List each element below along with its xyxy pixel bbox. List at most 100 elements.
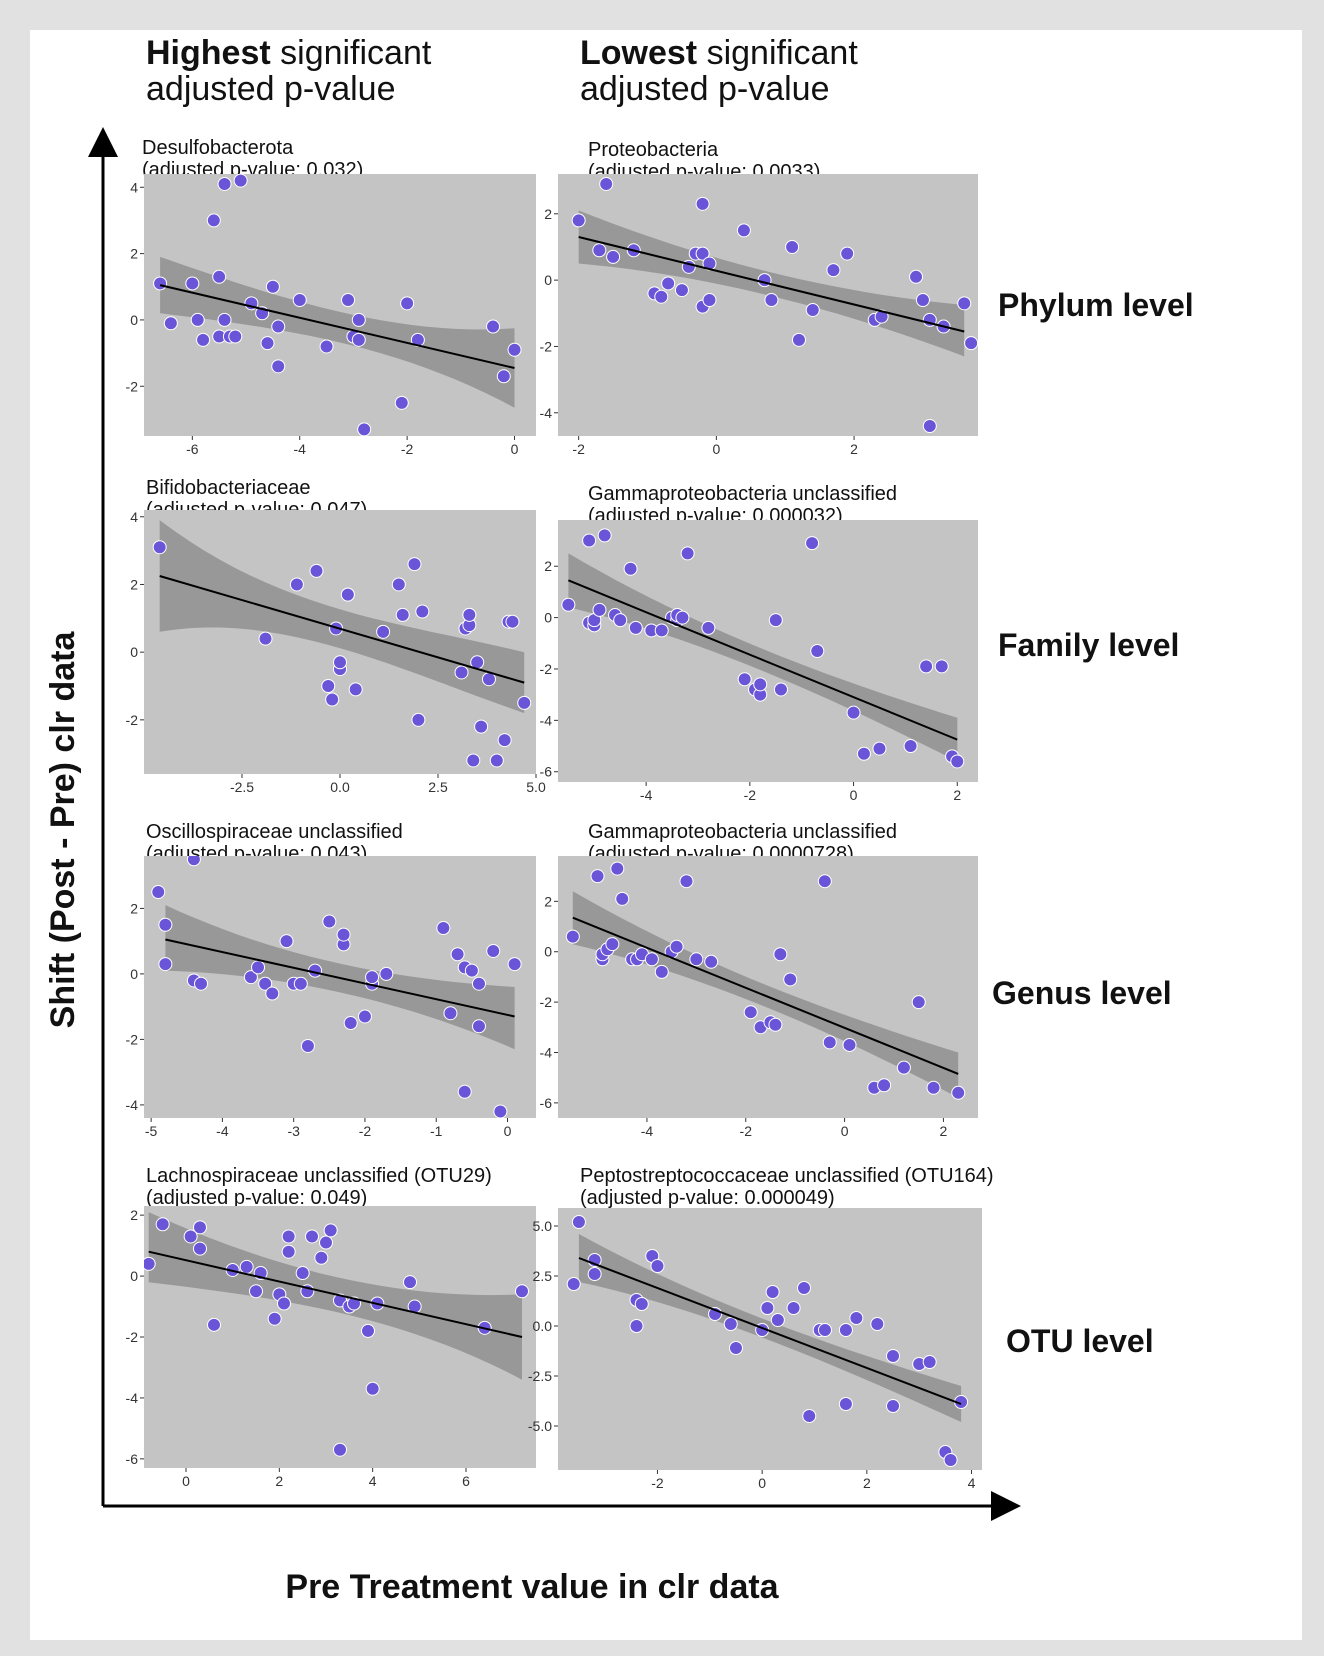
- panel-title: Proteobacteria: [588, 139, 719, 161]
- data-point: [415, 604, 430, 619]
- plot-area: [152, 520, 532, 768]
- x-tick-label: -4: [641, 1123, 654, 1139]
- data-point: [341, 293, 356, 308]
- data-point: [265, 986, 280, 1001]
- data-point: [281, 1229, 296, 1244]
- y-tick-label: -2: [126, 1329, 139, 1345]
- column-header-lowest-bold: Lowest: [580, 34, 697, 72]
- regression-line: [567, 579, 958, 741]
- data-point: [582, 533, 597, 548]
- x-tick-label: 0: [850, 787, 858, 803]
- x-tick-label: 0: [511, 441, 519, 457]
- data-point: [628, 620, 643, 635]
- data-point: [493, 1104, 508, 1118]
- data-point: [822, 1035, 837, 1050]
- data-point: [661, 276, 676, 291]
- y-tick-label: -4: [540, 405, 553, 421]
- data-point: [695, 196, 710, 211]
- data-point: [566, 1277, 581, 1291]
- data-point: [193, 1220, 207, 1235]
- data-point: [926, 1080, 941, 1095]
- column-header-highest-rest: significant: [271, 34, 432, 72]
- x-tick-label: -3: [287, 1123, 300, 1139]
- data-point: [265, 279, 280, 294]
- data-point: [922, 1355, 937, 1369]
- data-point: [322, 914, 337, 929]
- y-tick-label: -2: [540, 338, 553, 354]
- data-point: [911, 995, 926, 1010]
- data-point: [155, 1217, 170, 1232]
- data-point: [193, 1241, 207, 1256]
- data-point: [877, 1078, 892, 1093]
- data-point: [293, 976, 308, 991]
- panel-title: Oscillospiraceae unclassified: [146, 821, 403, 843]
- data-point: [592, 243, 607, 258]
- data-point: [817, 1323, 832, 1337]
- data-point: [943, 1453, 958, 1467]
- data-point: [571, 213, 586, 228]
- panel-5: Oscillospiraceae unclassified(adjusted p…: [126, 821, 536, 1139]
- data-point: [474, 719, 489, 734]
- data-point: [486, 319, 501, 334]
- y-tick-label: 2: [544, 893, 552, 909]
- regression-line: [578, 1257, 962, 1405]
- y-tick-label: -4: [540, 712, 553, 728]
- figure-svg: Highest significant adjusted p-value Low…: [44, 34, 1194, 1606]
- data-point: [206, 213, 221, 228]
- panel-8: Peptostreptococcaceae unclassified (OTU1…: [528, 1165, 994, 1491]
- data-point: [258, 976, 273, 991]
- data-point: [186, 856, 201, 867]
- data-point: [260, 336, 275, 351]
- column-header-highest: Highest significant: [146, 34, 432, 72]
- data-point: [271, 359, 286, 374]
- data-point: [743, 1005, 758, 1020]
- data-point: [351, 312, 366, 327]
- data-point: [629, 1319, 644, 1333]
- data-point: [207, 1317, 221, 1332]
- data-point: [394, 395, 409, 410]
- data-point: [587, 1267, 602, 1281]
- regression-line: [572, 916, 959, 1075]
- y-tick-label: -6: [540, 1095, 553, 1111]
- x-tick-label: -2: [401, 441, 414, 457]
- data-point: [343, 1016, 358, 1031]
- y-tick-label: 0: [544, 944, 552, 960]
- x-tick-label: -2: [359, 1123, 372, 1139]
- data-point: [517, 695, 532, 710]
- data-point: [314, 1250, 329, 1265]
- data-point: [361, 1323, 375, 1338]
- y-tick-label: 0: [544, 272, 552, 288]
- data-point: [194, 976, 209, 991]
- y-tick-label: 2.5: [533, 1268, 553, 1284]
- data-point: [376, 624, 391, 639]
- panel-subtitle: (adjusted p-value: 0.000049): [580, 1187, 835, 1209]
- data-point: [365, 970, 380, 985]
- y-tick-label: -4: [540, 1045, 553, 1061]
- data-point: [158, 957, 173, 972]
- regression-line: [578, 236, 965, 333]
- data-point: [856, 746, 871, 761]
- y-tick-label: -6: [540, 764, 553, 780]
- data-point: [481, 672, 496, 687]
- panel-title: Bifidobacteriaceae: [146, 477, 311, 499]
- data-point: [615, 891, 630, 906]
- data-point: [723, 1317, 738, 1331]
- data-point: [650, 1259, 665, 1273]
- panel-title: Peptostreptococcaceae unclassified (OTU1…: [580, 1165, 994, 1187]
- confidence-band: [568, 553, 958, 762]
- data-point: [770, 1313, 785, 1327]
- data-point: [305, 1229, 319, 1244]
- data-point: [849, 1311, 864, 1325]
- y-tick-label: 0: [544, 610, 552, 626]
- data-point: [292, 293, 307, 308]
- y-tick-label: -4: [126, 1390, 139, 1406]
- data-point: [737, 672, 752, 687]
- x-tick-label: 2: [940, 1123, 948, 1139]
- x-tick-label: 0: [182, 1473, 190, 1489]
- x-tick-label: -4: [640, 787, 653, 803]
- data-point: [654, 964, 669, 979]
- data-point: [233, 174, 248, 188]
- data-point: [249, 1284, 263, 1299]
- x-tick-label: -1: [430, 1123, 443, 1139]
- data-point: [802, 1409, 817, 1423]
